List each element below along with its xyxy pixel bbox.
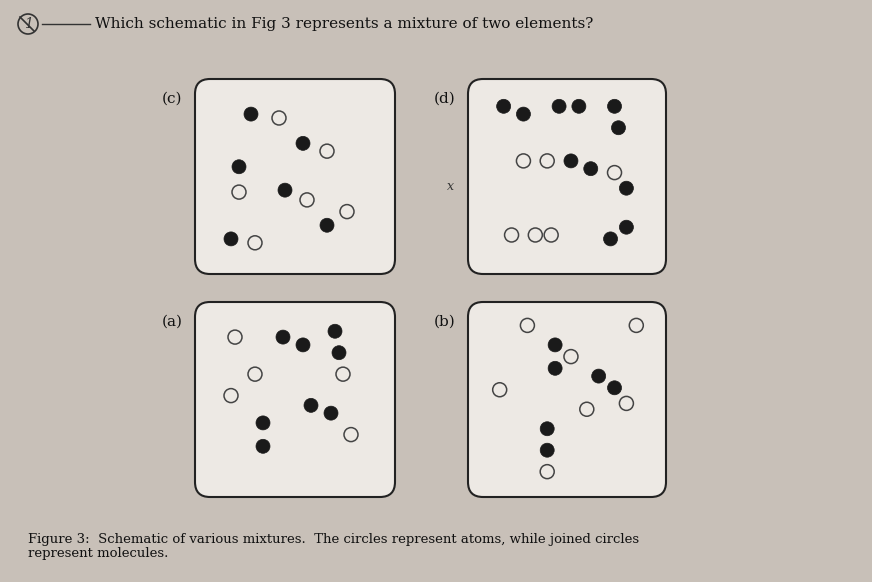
Circle shape	[540, 464, 555, 478]
Circle shape	[244, 107, 258, 121]
Circle shape	[603, 232, 617, 246]
Circle shape	[572, 100, 586, 113]
Circle shape	[564, 350, 578, 364]
Circle shape	[583, 162, 598, 176]
Text: Figure 3:  Schematic of various mixtures.  The circles represent atoms, while jo: Figure 3: Schematic of various mixtures.…	[28, 534, 639, 546]
Circle shape	[608, 381, 622, 395]
Circle shape	[228, 330, 242, 344]
Circle shape	[528, 228, 542, 242]
Text: (d): (d)	[434, 92, 456, 106]
Circle shape	[296, 338, 310, 352]
FancyBboxPatch shape	[195, 302, 395, 497]
Circle shape	[580, 402, 594, 416]
Circle shape	[611, 120, 625, 135]
Circle shape	[272, 111, 286, 125]
Circle shape	[276, 330, 290, 344]
Circle shape	[296, 136, 310, 150]
Circle shape	[608, 166, 622, 180]
Circle shape	[300, 193, 314, 207]
Circle shape	[544, 228, 558, 242]
Circle shape	[540, 154, 555, 168]
Circle shape	[505, 228, 519, 242]
Circle shape	[340, 205, 354, 219]
FancyBboxPatch shape	[468, 79, 666, 274]
Circle shape	[548, 338, 562, 352]
Text: represent molecules.: represent molecules.	[28, 548, 168, 560]
Circle shape	[521, 318, 535, 332]
Circle shape	[232, 159, 246, 174]
Text: (a): (a)	[161, 315, 182, 329]
Circle shape	[224, 389, 238, 403]
Text: x: x	[446, 180, 453, 193]
Circle shape	[304, 398, 318, 413]
Circle shape	[619, 220, 633, 234]
Text: 1: 1	[24, 17, 32, 31]
Circle shape	[540, 443, 555, 457]
Circle shape	[248, 236, 262, 250]
Circle shape	[256, 416, 270, 430]
Circle shape	[516, 154, 530, 168]
Circle shape	[278, 183, 292, 197]
Circle shape	[619, 181, 633, 195]
Circle shape	[324, 406, 338, 420]
Circle shape	[619, 396, 633, 410]
Circle shape	[344, 428, 358, 442]
Text: (c): (c)	[161, 92, 182, 106]
Circle shape	[224, 232, 238, 246]
Circle shape	[608, 100, 622, 113]
Circle shape	[328, 324, 342, 338]
Circle shape	[332, 346, 346, 360]
Circle shape	[232, 185, 246, 199]
Circle shape	[540, 422, 555, 436]
Circle shape	[493, 383, 507, 397]
Text: Which schematic in Fig 3 represents a mixture of two elements?: Which schematic in Fig 3 represents a mi…	[95, 17, 593, 31]
Circle shape	[256, 439, 270, 453]
Text: (b): (b)	[434, 315, 456, 329]
FancyBboxPatch shape	[195, 79, 395, 274]
FancyBboxPatch shape	[468, 302, 666, 497]
Circle shape	[552, 100, 566, 113]
Circle shape	[548, 361, 562, 375]
Circle shape	[336, 367, 350, 381]
Circle shape	[320, 218, 334, 232]
Circle shape	[497, 100, 511, 113]
Circle shape	[248, 367, 262, 381]
Circle shape	[630, 318, 644, 332]
Circle shape	[564, 154, 578, 168]
Circle shape	[592, 369, 606, 383]
Circle shape	[516, 107, 530, 121]
Circle shape	[320, 144, 334, 158]
